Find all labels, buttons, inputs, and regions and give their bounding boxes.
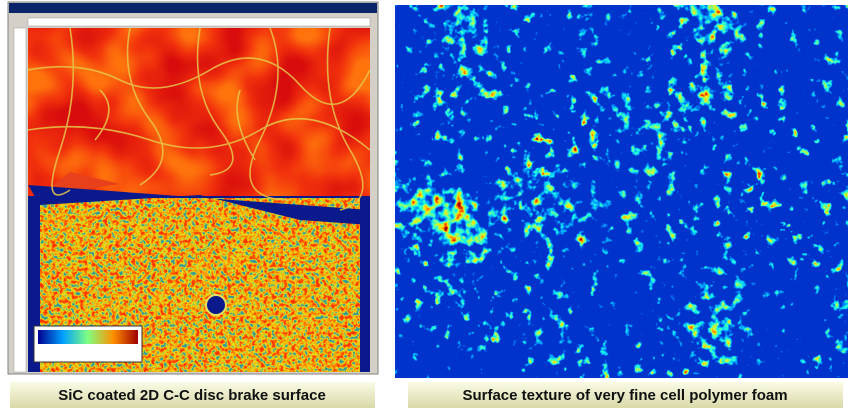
caption-box xyxy=(408,382,843,408)
caption: Surface texture of very fine cell polyme… xyxy=(462,387,787,404)
caption-box xyxy=(10,382,375,408)
foam-image xyxy=(395,5,848,378)
left-panel xyxy=(7,1,379,375)
caption: SiC coated 2D C-C disc brake surface xyxy=(58,387,326,404)
